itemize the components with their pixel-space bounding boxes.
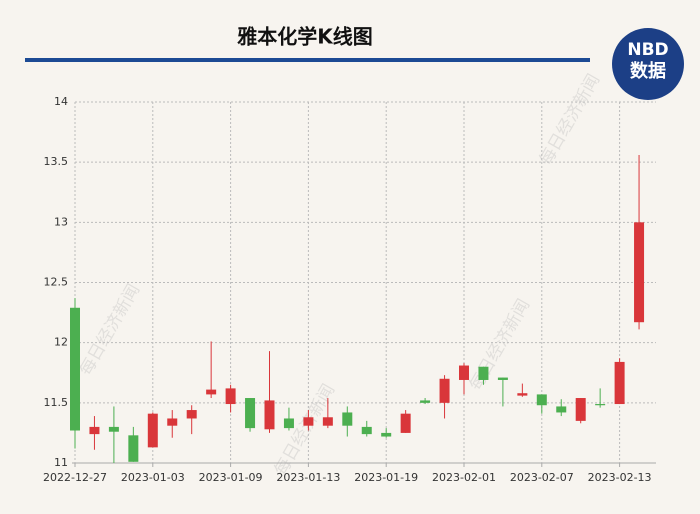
candle-body (245, 398, 256, 429)
x-tick-label: 2023-02-13 (588, 471, 652, 484)
candle-body (283, 418, 294, 429)
y-tick-label: 13 (54, 215, 68, 228)
watermark: 每日经济新闻 (536, 71, 604, 169)
y-tick-label: 12.5 (44, 276, 69, 289)
y-tick-label: 14 (54, 95, 68, 108)
candle-body (108, 426, 119, 432)
x-tick-label: 2023-01-03 (121, 471, 185, 484)
logo-text: 数据 (630, 60, 666, 82)
candle-body (147, 413, 158, 448)
candle-body (400, 413, 411, 433)
candle-body (128, 435, 139, 462)
candle-body (595, 404, 606, 406)
candle-body (517, 393, 528, 396)
candle-body (206, 389, 217, 395)
candle-body (89, 426, 100, 435)
logo-text: NBD (627, 40, 668, 60)
candle-body (186, 410, 197, 419)
candle-body (614, 361, 625, 405)
candle-body (439, 378, 450, 403)
candle-body (634, 222, 645, 323)
candle-body (70, 307, 80, 431)
x-tick-label: 2023-01-13 (276, 471, 340, 484)
candle-body (322, 417, 333, 426)
candle-body (575, 398, 586, 421)
x-tick-label: 2023-01-09 (199, 471, 263, 484)
header-rule (25, 58, 590, 62)
candle-body (361, 426, 372, 435)
candle-body (381, 432, 392, 437)
candle-body (225, 388, 236, 405)
watermark: 每日经济新闻 (271, 381, 339, 479)
y-tick-label: 11.5 (44, 396, 69, 409)
x-tick-label: 2022-12-27 (43, 471, 107, 484)
chart-title: 雅本化学K线图 (237, 25, 373, 49)
candle-body (478, 366, 489, 380)
candle-body (264, 400, 275, 430)
candle-body (420, 400, 431, 403)
x-tick-label: 2023-02-07 (510, 471, 574, 484)
x-tick-label: 2023-02-01 (432, 471, 496, 484)
x-tick-label: 2023-01-19 (354, 471, 418, 484)
candle-body (556, 406, 567, 413)
y-tick-label: 13.5 (44, 155, 69, 168)
candle-body (167, 418, 178, 426)
candle-body (459, 365, 469, 380)
candle-body (303, 417, 314, 426)
candle-body (342, 412, 353, 426)
y-tick-label: 12 (54, 336, 68, 349)
watermark: 每日经济新闻 (76, 281, 144, 379)
candle-body (497, 377, 508, 380)
y-tick-label: 11 (54, 456, 68, 469)
candle-body (536, 394, 547, 406)
logo-badge (612, 28, 684, 100)
